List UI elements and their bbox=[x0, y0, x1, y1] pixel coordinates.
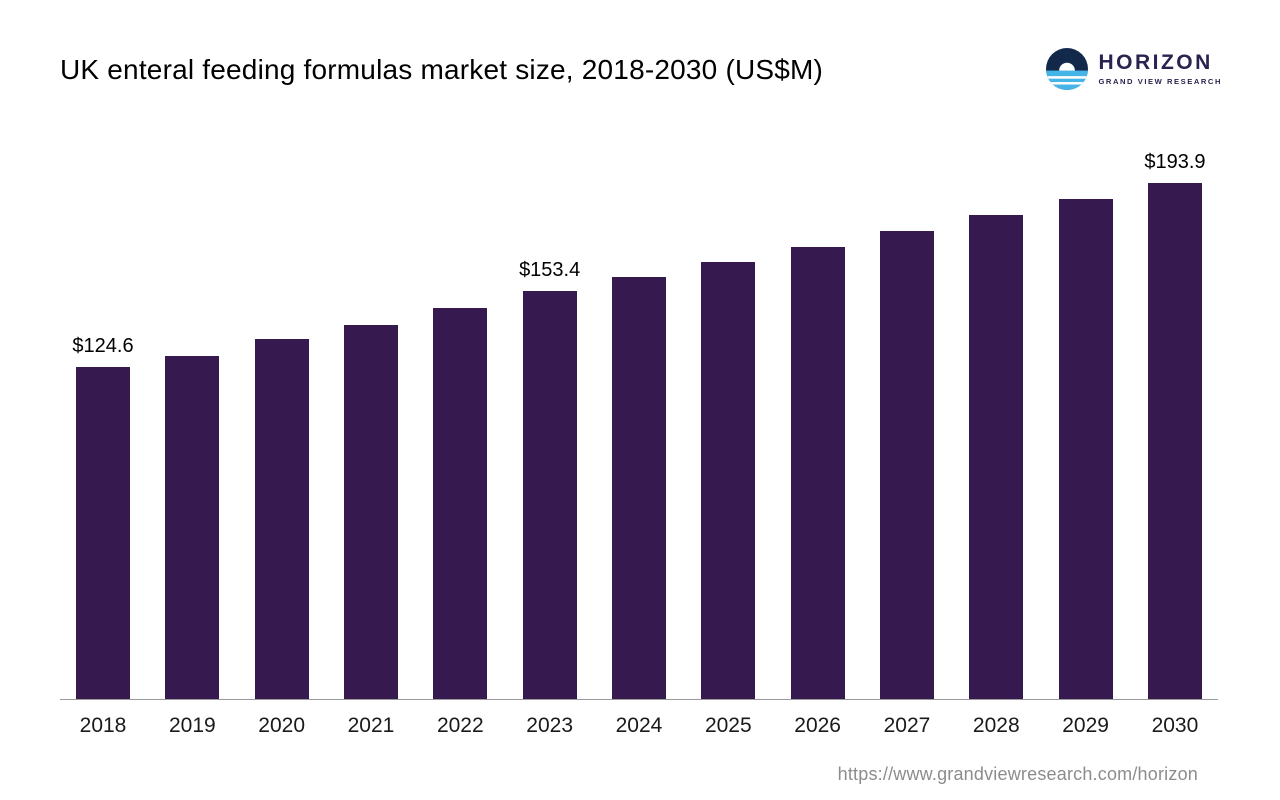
source-url-link[interactable]: https://www.grandviewresearch.com/horizo… bbox=[837, 764, 1198, 784]
x-axis-label-2026: 2026 bbox=[794, 714, 841, 737]
bar-2029 bbox=[1058, 198, 1113, 699]
bar-2028 bbox=[969, 214, 1024, 699]
bar-2020 bbox=[254, 339, 309, 699]
bar-2027 bbox=[879, 231, 934, 699]
bar-group-2028 bbox=[969, 214, 1024, 699]
bar-group-2030: $193.9 bbox=[1144, 151, 1206, 699]
bar-2022 bbox=[433, 308, 488, 699]
x-axis-label-2029: 2029 bbox=[1062, 714, 1109, 737]
bar-group-2023: $153.4 bbox=[519, 259, 580, 699]
bar-group-2024 bbox=[611, 276, 666, 699]
bar-group-2019 bbox=[165, 356, 220, 699]
bar-2021 bbox=[343, 324, 398, 699]
bar-2019 bbox=[165, 356, 220, 699]
x-axis-label-2021: 2021 bbox=[347, 714, 395, 737]
bar-value-label-2023: $153.4 bbox=[519, 258, 581, 281]
x-axis-label-2027: 2027 bbox=[883, 714, 931, 737]
bar-group-2029 bbox=[1058, 198, 1113, 699]
logo-text: HORIZON GRAND VIEW RESEARCH bbox=[1098, 51, 1222, 86]
x-axis-label-2019: 2019 bbox=[168, 714, 216, 737]
bar-group-2027 bbox=[879, 231, 934, 699]
bar-2025 bbox=[701, 262, 756, 699]
bar-group-2025 bbox=[701, 262, 756, 699]
x-axis-label-2030: 2030 bbox=[1151, 714, 1199, 737]
x-axis-label-2024: 2024 bbox=[615, 714, 663, 737]
bar-group-2026 bbox=[790, 246, 845, 699]
x-axis-labels: 2018 2019 2020 2021 2022 2023 2024 2025 2026 2027… bbox=[60, 700, 1218, 738]
bar-group-2021 bbox=[343, 324, 398, 699]
horizon-logo-icon bbox=[1046, 48, 1089, 90]
chart-header: UK enteral feeding formulas market size,… bbox=[60, 48, 1222, 90]
bars-container: $124.6 $153.4 $193.9 bbox=[60, 140, 1218, 700]
bar-value-label-2030: $193.9 bbox=[1144, 151, 1206, 173]
bar-group-2018: $124.6 bbox=[72, 335, 134, 699]
bar-group-2020 bbox=[254, 339, 309, 699]
bar-2024 bbox=[611, 276, 666, 699]
bar-2018 bbox=[76, 367, 130, 699]
logo-name: HORIZON bbox=[1098, 51, 1213, 75]
bar-2023 bbox=[522, 290, 577, 699]
x-axis-label-2020: 2020 bbox=[258, 714, 306, 737]
bar-2026 bbox=[790, 246, 845, 699]
x-axis-label-2018: 2018 bbox=[79, 714, 127, 737]
x-axis-label-2028: 2028 bbox=[972, 714, 1020, 737]
x-axis-label-2022: 2022 bbox=[436, 714, 484, 737]
horizon-logo: HORIZON GRAND VIEW RESEARCH bbox=[1046, 48, 1222, 90]
bar-group-2022 bbox=[433, 308, 488, 699]
x-axis-label-2023: 2023 bbox=[526, 714, 573, 737]
bar-2030 bbox=[1147, 183, 1202, 699]
bar-value-label-2018: $124.6 bbox=[72, 335, 134, 358]
chart-title: UK enteral feeding formulas market size,… bbox=[60, 54, 824, 85]
logo-subtitle: GRAND VIEW RESEARCH bbox=[1098, 76, 1222, 86]
x-axis-label-2025: 2025 bbox=[704, 714, 752, 737]
